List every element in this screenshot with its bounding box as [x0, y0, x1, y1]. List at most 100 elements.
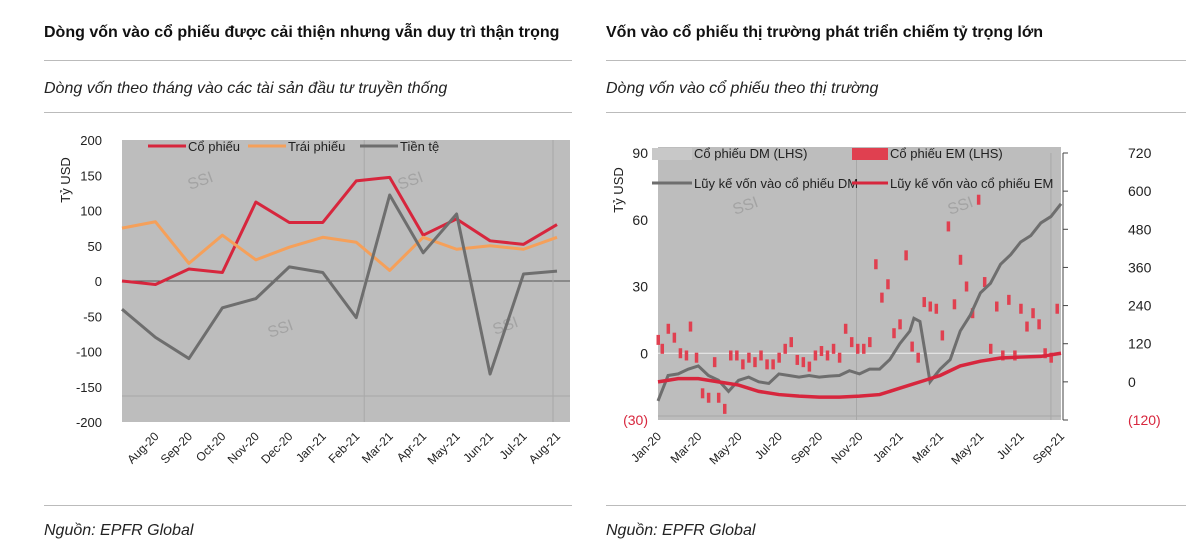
x-tick-label: Jul-21: [497, 429, 530, 462]
y2-tick-label: 600: [1128, 183, 1152, 199]
right-chart-title: Vốn vào cổ phiếu thị trường phát triển c…: [606, 24, 1044, 41]
y2-tick-label: (120): [1128, 412, 1161, 428]
y-tick-label: -200: [76, 415, 102, 430]
x-tick-label: Jun-21: [460, 429, 496, 465]
em-weekly-bar: [735, 350, 739, 361]
em-weekly-bar: [765, 359, 769, 370]
y-tick-label: 60: [632, 212, 648, 228]
em-weekly-bar: [747, 352, 751, 363]
em-weekly-bar: [868, 337, 872, 348]
legend-label: Tiền tệ: [400, 139, 439, 154]
x-tick-label: Aug-21: [526, 429, 563, 466]
em-weekly-bar: [807, 361, 812, 372]
divider: [606, 112, 1186, 113]
em-weekly-bar: [722, 403, 727, 414]
x-tick-label: Aug-20: [124, 429, 161, 466]
em-weekly-bar: [789, 337, 793, 348]
divider: [606, 505, 1186, 506]
em-weekly-bar: [801, 357, 806, 368]
y-tick-label: -50: [83, 309, 102, 324]
em-weekly-bar: [656, 334, 660, 345]
em-weekly-bar: [982, 277, 987, 288]
em-weekly-bar: [874, 259, 878, 270]
em-weekly-bar: [678, 348, 683, 359]
y-tick-label: 150: [80, 168, 102, 183]
x-tick-label: Jul-20: [752, 429, 785, 462]
y-tick-label: 0: [640, 345, 648, 361]
em-weekly-bar: [672, 332, 677, 343]
em-weekly-bar: [1025, 321, 1029, 332]
em-weekly-bar: [952, 299, 957, 310]
legend-swatch: [652, 148, 692, 160]
x-tick-label: Mar-20: [668, 429, 705, 466]
divider: [44, 505, 572, 506]
y-tick-label: 30: [632, 279, 648, 295]
legend-label: Lũy kế vốn vào cổ phiếu EM: [890, 176, 1053, 191]
em-weekly-bar: [916, 352, 920, 363]
x-tick-label: May-20: [707, 429, 745, 467]
em-weekly-bar: [988, 343, 993, 354]
em-weekly-bar: [843, 323, 848, 334]
em-weekly-bar: [753, 357, 757, 368]
series-line-1: [121, 220, 558, 272]
em-weekly-bar: [946, 221, 951, 232]
x-tick-label: Mar-21: [909, 429, 946, 466]
x-tick-label: Jan-20: [628, 429, 664, 465]
em-weekly-bar: [922, 297, 926, 308]
em-weekly-bar: [1037, 319, 1041, 330]
legend-label: Cổ phiếu EM (LHS): [890, 146, 1003, 161]
em-weekly-bar: [783, 343, 787, 354]
em-weekly-bar: [1019, 303, 1023, 314]
em-weekly-bar: [995, 301, 999, 312]
y-axis-label: Tỷ USD: [611, 167, 626, 213]
dm-cumulative-line: [656, 202, 1063, 402]
em-weekly-bar: [898, 319, 902, 330]
y-tick-label: 100: [80, 204, 102, 219]
x-tick-label: Sep-21: [1030, 429, 1067, 466]
x-tick-label: Dec-20: [258, 429, 295, 466]
y-tick-label: 50: [88, 239, 102, 254]
divider: [44, 112, 572, 113]
em-weekly-bar: [712, 357, 717, 368]
em-cumulative-line: [657, 351, 1062, 399]
y-tick-label: 0: [95, 274, 102, 289]
em-weekly-bar: [700, 388, 705, 399]
y-tick-label: -150: [76, 380, 102, 395]
right-chart-subtitle: Dòng vốn vào cổ phiếu theo thị trường: [606, 80, 879, 97]
em-weekly-bar: [694, 352, 699, 363]
em-weekly-bar: [880, 292, 884, 303]
em-weekly-bar: [886, 279, 890, 290]
x-tick-label: Sep-20: [158, 429, 195, 466]
left-chart-title: Dòng vốn vào cổ phiếu được cải thiện như…: [44, 24, 560, 41]
em-weekly-bar: [910, 341, 914, 352]
em-weekly-bar: [1049, 352, 1053, 363]
y2-tick-label: 240: [1128, 298, 1152, 314]
y-tick-label: (30): [623, 412, 648, 428]
em-weekly-bar: [741, 359, 745, 370]
series-line-0: [121, 175, 558, 287]
left-chart-source: Nguồn: EPFR Global: [44, 522, 194, 539]
x-tick-label: Feb-21: [326, 429, 363, 466]
x-tick-label: May-21: [948, 429, 986, 467]
legend-swatch: [852, 148, 888, 160]
series-line-2: [121, 193, 558, 376]
em-weekly-bar: [666, 323, 671, 334]
y-tick-label: 200: [80, 133, 102, 148]
right-chart-source: Nguồn: EPFR Global: [606, 522, 756, 539]
divider: [606, 60, 1186, 61]
em-weekly-bar: [777, 352, 781, 363]
y2-tick-label: 720: [1128, 145, 1152, 161]
legend-label: Lũy kế vốn vào cổ phiếu DM: [694, 176, 858, 191]
y-axis-label: Tỷ USD: [58, 157, 73, 203]
em-weekly-bar: [759, 350, 763, 361]
x-tick-label: Nov-20: [828, 429, 865, 466]
y-tick-label: 90: [632, 145, 648, 161]
em-weekly-bar: [855, 343, 860, 354]
em-weekly-bar: [1007, 294, 1011, 305]
em-weekly-bar: [1001, 350, 1005, 361]
em-weekly-bar: [825, 350, 830, 361]
legend-label: Trái phiếu: [288, 139, 345, 154]
em-weekly-bar: [819, 346, 824, 357]
